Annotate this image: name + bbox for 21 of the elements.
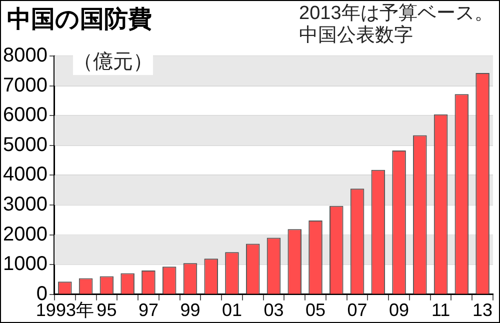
- x-tick-label: 99: [180, 300, 200, 320]
- x-tick-label: 07: [347, 300, 368, 320]
- x-tick-label: 11: [431, 300, 450, 320]
- x-tick-label: 13: [472, 300, 493, 320]
- y-tick-label: 4000: [2, 164, 48, 186]
- x-tick-label: 03: [264, 300, 284, 320]
- y-axis-title: （億元）: [73, 48, 153, 75]
- y-tick-label: 5000: [2, 134, 48, 156]
- chart-title: 中国の国防費: [7, 5, 152, 35]
- y-tick-label: 2000: [2, 223, 48, 246]
- x-tick-label: 05: [305, 300, 326, 320]
- y-tick-label: 3000: [2, 194, 48, 216]
- x-tick-label: 97: [138, 300, 158, 320]
- x-tick-label: 01: [222, 300, 242, 320]
- y-tick-label: 7000: [2, 74, 48, 96]
- x-tick-label: 09: [389, 300, 410, 320]
- y-tick-label: 1000: [2, 253, 48, 276]
- x-tick-label: 95: [96, 300, 117, 320]
- text: 2013年は予算ベース。中国公表数字: [299, 3, 494, 47]
- y-tick-label: 8000: [2, 44, 48, 67]
- y-tick-label: 6000: [2, 104, 48, 126]
